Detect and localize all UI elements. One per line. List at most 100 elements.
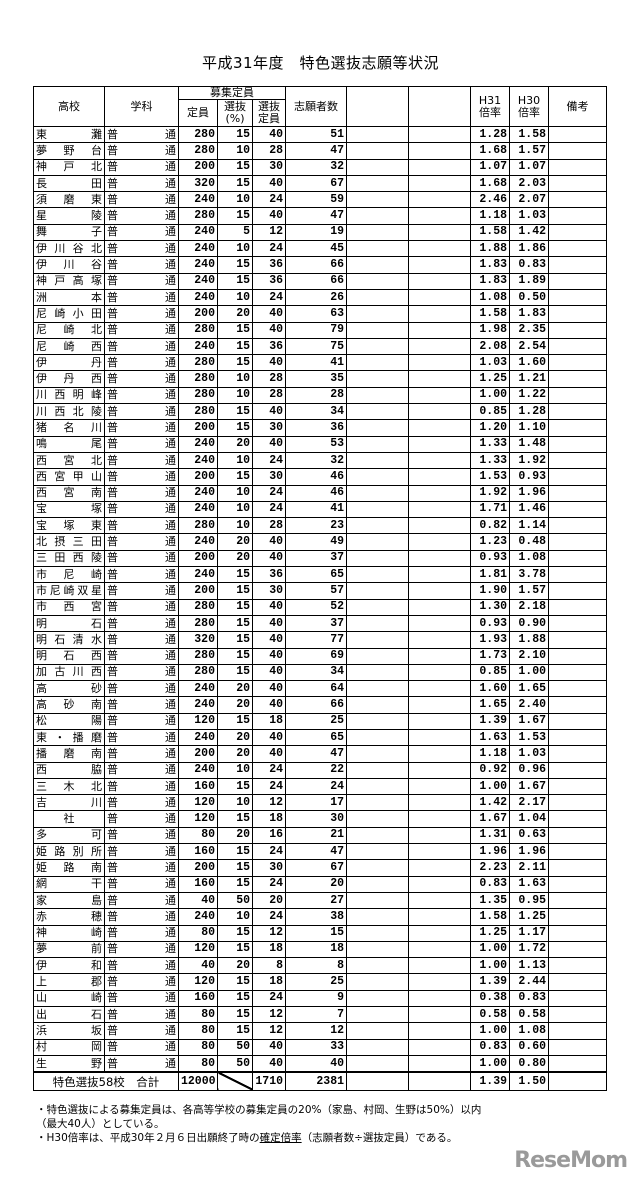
cell-applicants: 66 (285, 272, 348, 290)
cell-subject: 普通 (104, 256, 179, 274)
cell-applicants: 47 (285, 207, 348, 225)
cell-select-pct: 15 (217, 582, 253, 600)
cell-select-capacity: 24 (251, 875, 287, 893)
note-2-text: ・H30倍率は、平成30年２月６日出願終了時の (36, 1132, 260, 1144)
cell-remarks (548, 386, 608, 405)
cell-h31-ratio: 1.08 (470, 288, 511, 307)
cell-blank-2 (408, 647, 472, 665)
cell-remarks (548, 924, 608, 942)
note-1-cont: （最大40人）としている。 (36, 1118, 165, 1130)
cell-blank-2 (408, 957, 472, 975)
cell-capacity: 200 (178, 305, 218, 323)
cell-h31-ratio: 0.85 (470, 403, 511, 421)
cell-applicants: 67 (285, 859, 348, 877)
cell-applicants: 28 (285, 386, 348, 405)
cell-school: 尼崎北 (33, 321, 105, 339)
cell-remarks (548, 549, 608, 568)
cell-capacity: 200 (178, 859, 218, 877)
cell-school: 舞子 (33, 223, 105, 242)
cell-subject: 普通 (104, 614, 179, 633)
cell-remarks (548, 174, 608, 193)
cell-h31-ratio: 0.93 (470, 614, 511, 633)
cell-subject: 普通 (104, 1022, 179, 1040)
cell-school: 姫路南 (33, 859, 105, 877)
cell-remarks (548, 321, 608, 339)
cell-school: 山崎 (33, 989, 105, 1008)
cell-select-pct: 15 (217, 924, 253, 942)
cell-blank-2 (408, 354, 472, 372)
cell-subject: 普通 (104, 663, 179, 682)
cell-select-capacity: 30 (251, 158, 287, 176)
cell-remarks (548, 908, 608, 926)
cell-applicants: 15 (285, 924, 348, 942)
table-row: 伊川谷北 普通 240 10 24 45 1.88 1.86 (33, 240, 608, 258)
cell-select-capacity: 36 (251, 272, 287, 290)
cell-subject: 普通 (104, 500, 179, 519)
cell-h31-ratio: 1.25 (470, 924, 511, 942)
cell-subject: 普通 (104, 1054, 179, 1073)
cell-blank-1 (346, 142, 410, 160)
cell-h31-ratio: 1.39 (470, 973, 511, 991)
table-row: 鳴尾 普通 240 20 40 53 1.33 1.48 (33, 435, 608, 453)
cell-capacity: 120 (178, 973, 218, 991)
cell-blank-1 (346, 957, 410, 975)
cell-blank-1 (346, 940, 410, 959)
cell-subject: 普通 (104, 174, 179, 193)
applications-table: 高校 学科 募集定員 志願者数 H31 倍率 H30 倍率 備考 定員 選抜 (… (33, 86, 608, 1092)
cell-blank-2 (408, 451, 472, 470)
header-select-pct: 選抜 (%) (217, 99, 253, 127)
cell-applicants: 79 (285, 321, 348, 339)
cell-remarks (548, 191, 608, 209)
cell-select-capacity: 16 (251, 826, 287, 845)
cell-select-pct: 15 (217, 256, 253, 274)
cell-school: 北摂三田 (33, 533, 105, 551)
table-row: 明石 普通 280 15 40 37 0.93 0.90 (33, 614, 608, 633)
cell-select-pct: 15 (217, 647, 253, 665)
table-row: 伊丹 普通 280 15 40 41 1.03 1.60 (33, 354, 608, 372)
cell-select-capacity: 28 (251, 386, 287, 405)
cell-blank-2 (408, 631, 472, 649)
cell-subject: 普通 (104, 794, 179, 812)
table-row: 西宮甲山 普通 200 15 30 46 1.53 0.93 (33, 468, 608, 486)
total-select-capacity: 1710 (251, 1071, 287, 1092)
cell-applicants: 45 (285, 240, 348, 258)
cell-h31-ratio: 0.92 (470, 761, 511, 779)
cell-subject: 普通 (104, 908, 179, 926)
cell-h31-ratio: 0.38 (470, 989, 511, 1008)
cell-applicants: 47 (285, 843, 348, 861)
cell-remarks (548, 777, 608, 796)
cell-select-pct: 10 (217, 191, 253, 209)
cell-applicants: 69 (285, 647, 348, 665)
cell-school: 姫路別所 (33, 843, 105, 861)
cell-select-capacity: 24 (251, 908, 287, 926)
cell-h30-ratio: 1.96 (509, 484, 550, 502)
table-row: 家島 普通 40 50 20 27 1.35 0.95 (33, 891, 608, 910)
cell-blank-1 (346, 696, 410, 714)
table-row: 上郡 普通 120 15 18 25 1.39 2.44 (33, 973, 608, 991)
cell-blank-1 (346, 777, 410, 796)
cell-select-capacity: 40 (251, 305, 287, 323)
cell-capacity: 280 (178, 517, 218, 535)
cell-remarks (548, 891, 608, 910)
cell-subject: 普通 (104, 761, 179, 779)
cell-select-pct: 10 (217, 288, 253, 307)
cell-school: 松陽 (33, 712, 105, 730)
cell-h31-ratio: 1.28 (470, 125, 511, 144)
cell-h31-ratio: 1.18 (470, 745, 511, 763)
cell-blank-2 (408, 598, 472, 616)
cell-subject: 普通 (104, 223, 179, 242)
cell-remarks (548, 272, 608, 290)
cell-remarks (548, 517, 608, 535)
cell-remarks (548, 419, 608, 437)
cell-h31-ratio: 1.00 (470, 386, 511, 405)
cell-school: 鳴尾 (33, 435, 105, 453)
cell-select-capacity: 24 (251, 777, 287, 796)
table-row: 舞子 普通 240 5 12 19 1.58 1.42 (33, 223, 608, 242)
cell-applicants: 38 (285, 908, 348, 926)
cell-subject: 普通 (104, 891, 179, 910)
cell-blank-2 (408, 142, 472, 160)
cell-subject: 普通 (104, 957, 179, 975)
cell-blank-1 (346, 288, 410, 307)
cell-applicants: 37 (285, 549, 348, 568)
cell-school: 洲本 (33, 288, 105, 307)
